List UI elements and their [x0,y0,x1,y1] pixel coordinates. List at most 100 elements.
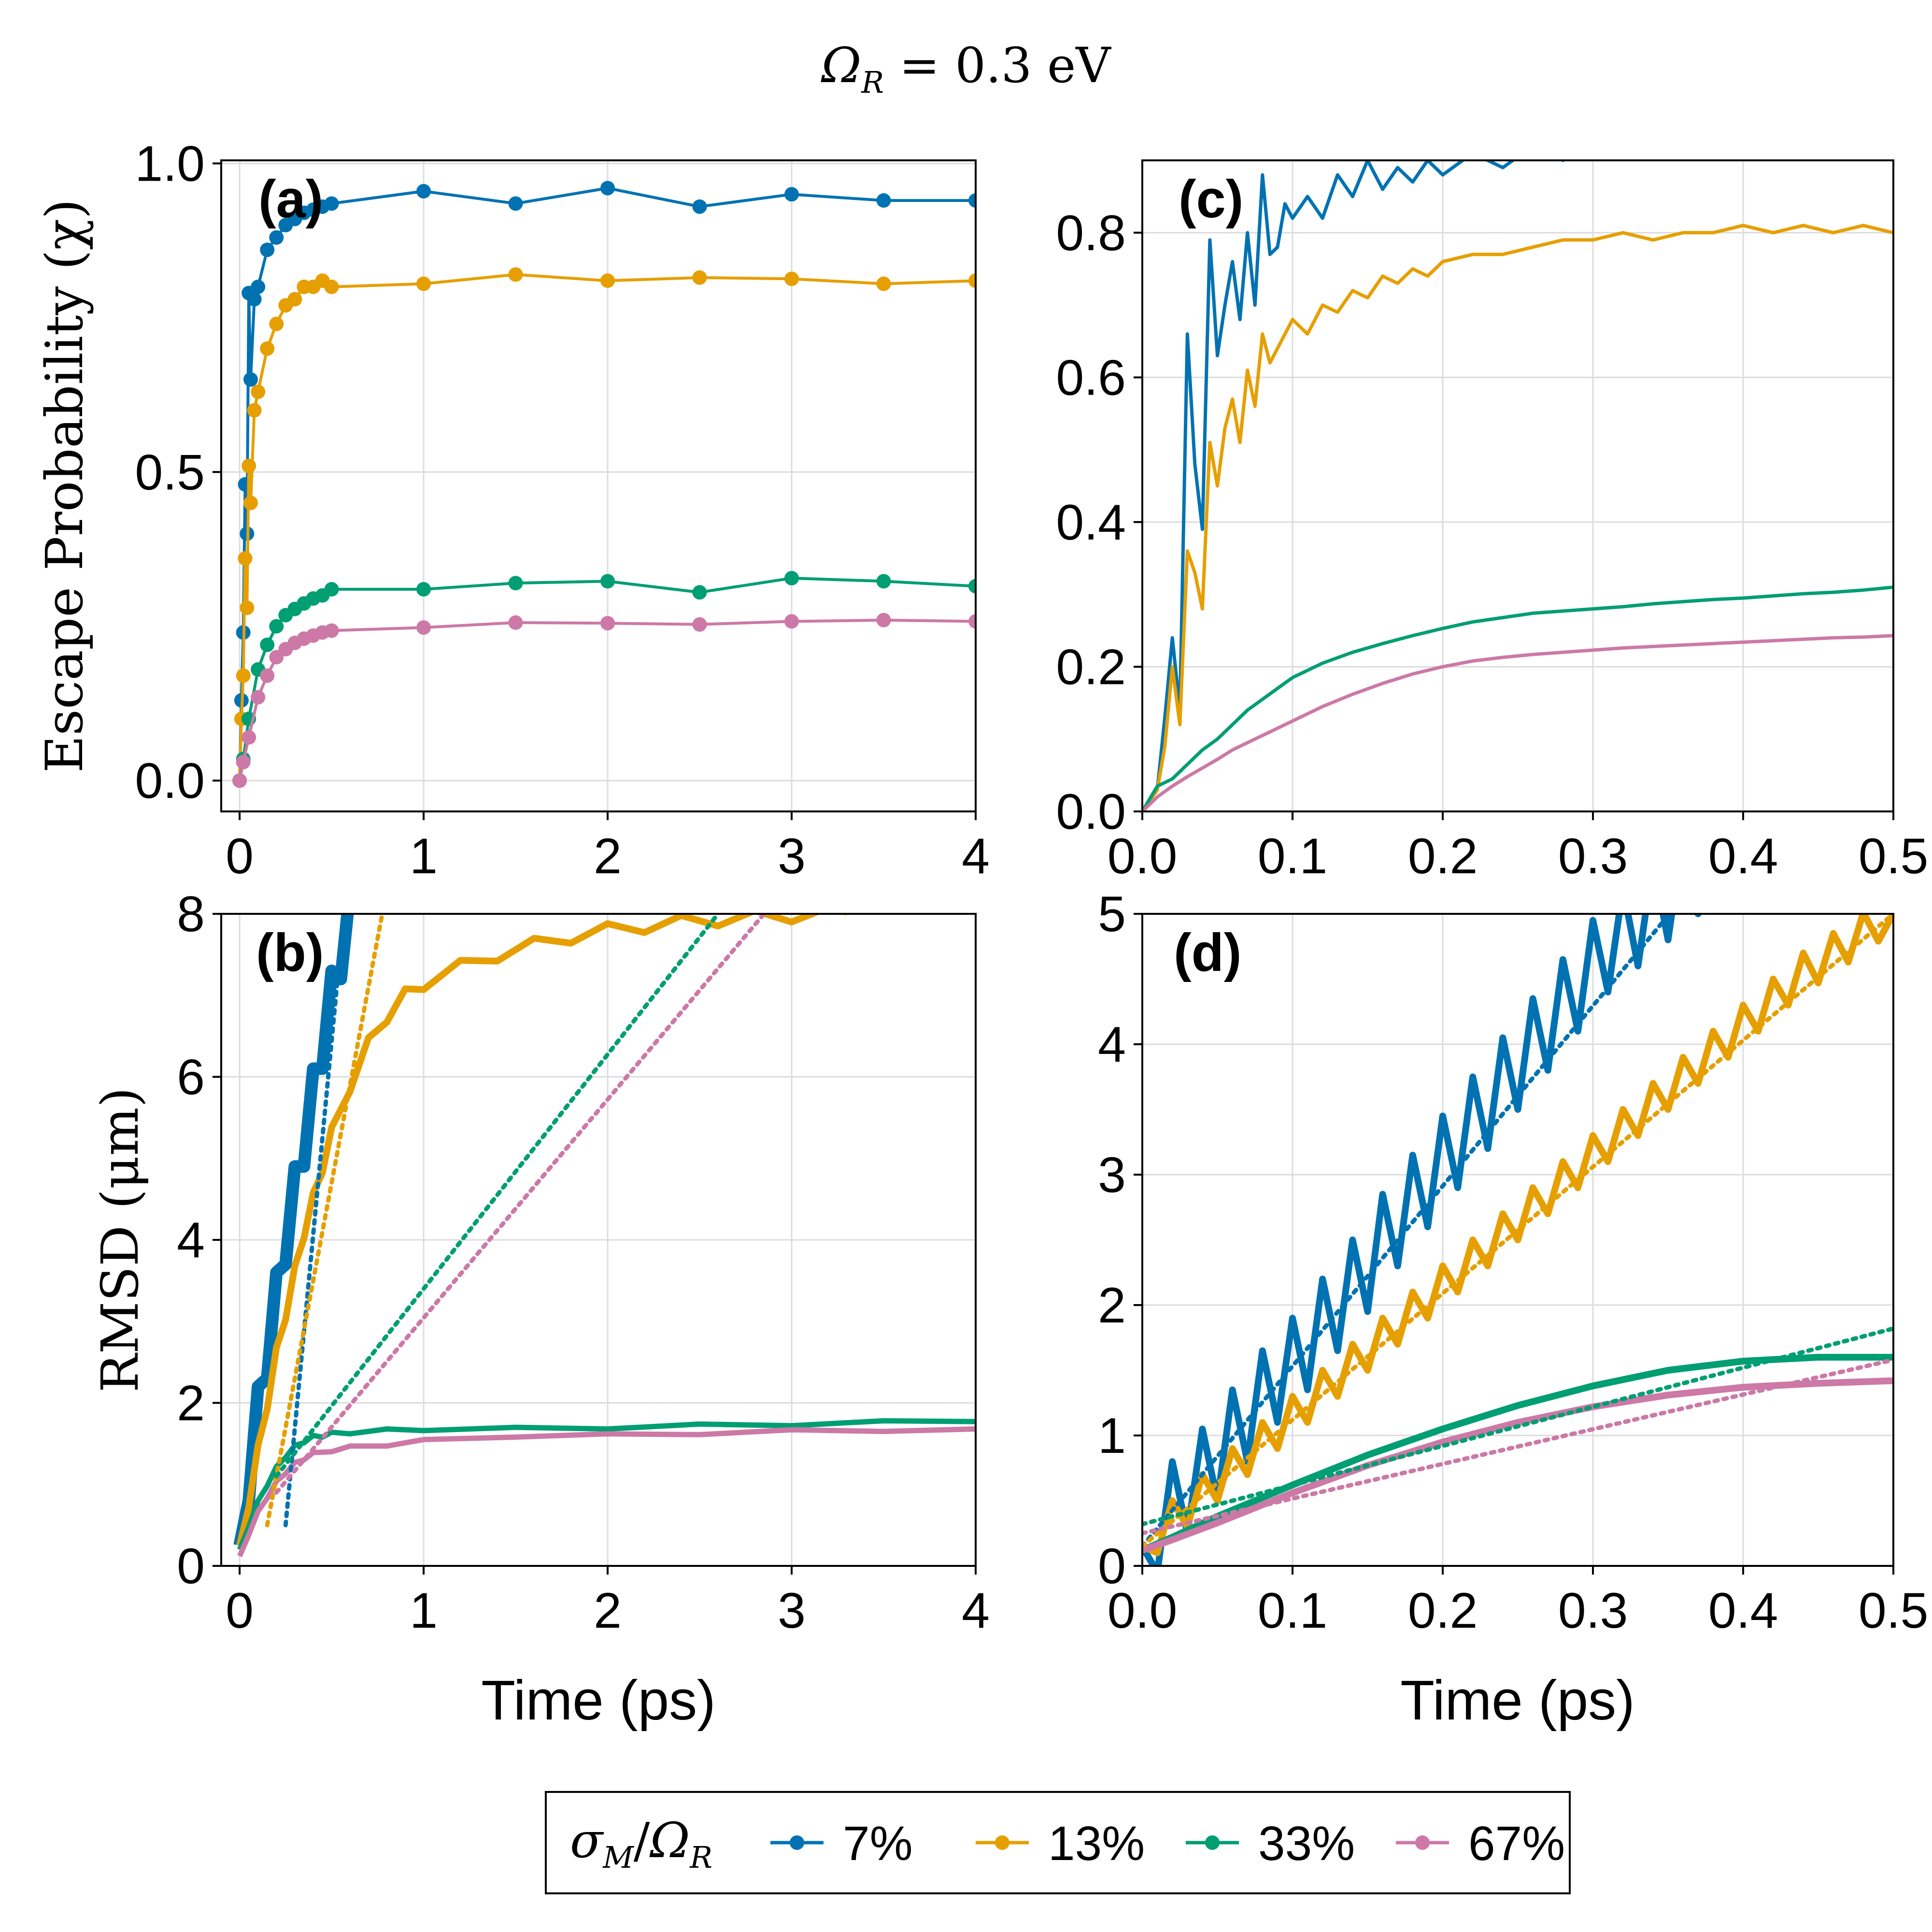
series-d-67pct [1142,1377,1893,1554]
data-point-13pct [600,273,615,288]
x-tick-label: 0 [226,1583,254,1639]
panel-b-label: (b) [256,923,324,982]
panel-a-plot [232,181,976,788]
y-tick-label: 0.8 [1056,205,1126,261]
data-point-33pct [600,574,615,589]
series-b-13pct-fit [265,914,384,1528]
legend-sigma-sub: M [602,1840,634,1875]
data-point-7pct [251,279,266,294]
legend-slash: / [634,1812,650,1869]
x-tick-label: 2 [594,1583,622,1639]
legend-label: 7% [843,1817,913,1871]
panel-d-label: (d) [1174,923,1241,982]
panel-d-frame [1141,913,1894,1567]
x-tick-label: 0.0 [1108,828,1178,884]
x-tick-label: 0.1 [1258,828,1328,884]
data-point-7pct [247,292,262,307]
series-d-7pct [1142,914,1702,1566]
series-b-33pct-fit [274,914,721,1478]
legend-entry-33pct: 33% [1186,1817,1355,1871]
data-point-67pct [968,614,976,629]
x-tick-label: 3 [778,828,806,884]
x-tick-label: 0.5 [1859,1583,1929,1639]
data-point-67pct [876,612,891,627]
series-d-67pct-fit [1142,1357,1893,1535]
data-point-13pct [243,496,258,511]
panel-b-rmsd: 0 1 2 3 4 0 2 4 6 8 (b) RMSD (μm) Time (ps) [90,886,990,1732]
data-point-33pct [416,582,431,597]
panel-c-plot [1142,160,1893,811]
series-d-33pct [1142,1354,1893,1554]
legend-marker [790,1835,804,1850]
legend-label: 33% [1258,1817,1355,1871]
legend-marker [995,1835,1009,1850]
y-tick-label: 3 [1098,1147,1126,1203]
data-point-33pct [876,574,891,589]
legend-omega-sub: R [689,1840,712,1875]
x-tick-label: 1 [410,828,438,884]
x-tick-label: 1 [410,1583,438,1639]
data-point-13pct [968,273,976,288]
data-point-67pct [508,615,523,630]
legend-marker [1205,1835,1220,1850]
y-tick-label: 0.4 [1056,495,1126,551]
y-tick-label: 0 [1098,1538,1126,1594]
data-point-7pct [260,242,275,257]
panel-d-rmsd-zoom: 0.0 0.1 0.2 0.3 0.4 0.5 0 1 2 3 4 5 (d) Time (ps) [1098,886,1929,1732]
y-tick-label: 4 [177,1212,205,1268]
data-point-13pct [247,403,262,418]
data-point-13pct [876,276,891,291]
series-d-33pct-fit [1142,1326,1893,1527]
title-omega-sub: R [861,65,884,100]
x-tick-label: 3 [778,1583,806,1639]
legend: σM/ΩR 7% 13% 33% 67% [545,1791,1571,1894]
data-point-13pct [240,600,255,615]
data-point-67pct [260,668,275,683]
panel-a-y-ticks: 0.0 0.5 1.0 [135,136,221,809]
x-tick-label: 2 [594,828,622,884]
x-tick-label: 0.3 [1558,1583,1628,1639]
series-c-67pct [1142,634,1893,811]
legend-omega: Ω [649,1812,690,1869]
y-tick-label: 4 [1098,1017,1126,1073]
data-point-7pct [784,187,799,202]
data-point-7pct [600,181,615,196]
panel-c-escape-probability-zoom: 0.0 0.1 0.2 0.3 0.4 0.5 0.0 0.2 0.4 0.6 0.8 (c) [1056,159,1928,884]
y-tick-label: 0.2 [1056,639,1126,695]
y-tick-label: 1.0 [135,136,205,192]
x-tick-label: 0.0 [1108,1583,1178,1639]
panel-b-x-axis-label: Time (ps) [481,1669,715,1732]
panel-c-frame [1141,159,1894,812]
panel-b-x-ticks: 0 1 2 3 4 [226,1566,990,1639]
data-point-7pct [968,193,976,208]
legend-entry-7pct: 7% [770,1817,913,1871]
data-point-67pct [784,614,799,629]
legend-entry-13pct: 13% [976,1817,1145,1871]
data-point-13pct [238,551,253,566]
data-point-67pct [251,690,266,705]
data-point-7pct [243,372,258,387]
panel-d-x-ticks: 0.0 0.1 0.2 0.3 0.4 0.5 [1108,1566,1929,1639]
data-point-13pct [324,279,339,294]
y-tick-label: 2 [177,1376,205,1432]
figure-title: ΩR = 0.3 eV [821,37,1111,100]
data-point-33pct [269,619,284,634]
panel-d-x-axis-label: Time (ps) [1400,1669,1634,1732]
y-tick-label: 0 [177,1538,205,1594]
legend-title: σM/ΩR [570,1812,712,1875]
data-point-33pct [968,579,976,594]
data-point-13pct [251,384,266,399]
series-c-7pct [1142,160,1567,811]
series-b-67pct-fit [274,914,767,1495]
y-tick-label: 5 [1098,886,1126,942]
panel-c-label: (c) [1179,170,1243,229]
panel-a-y-axis-label: Escape Probability (χ) [35,199,94,773]
y-tick-label: 1 [1098,1408,1126,1464]
data-point-7pct [416,184,431,199]
x-tick-label: 0.1 [1258,1583,1328,1639]
y-tick-label: 0.6 [1056,350,1126,406]
panel-a-x-ticks: 0 1 2 3 4 [226,811,990,884]
data-point-33pct [784,571,799,586]
panel-b-y-axis-label: RMSD (μm) [90,1087,150,1392]
